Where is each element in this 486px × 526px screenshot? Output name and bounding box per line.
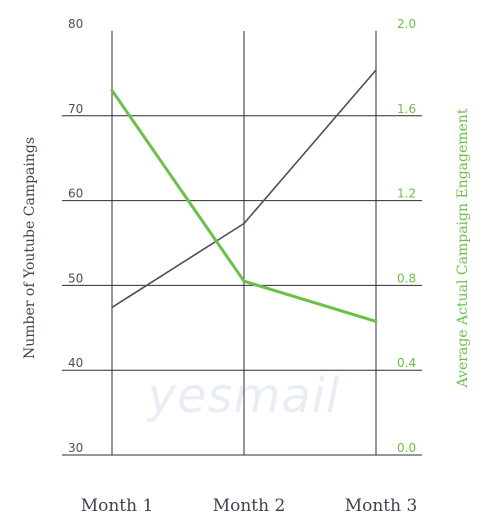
y-left-tick-label: 30 xyxy=(68,441,83,455)
x-category-label: Month 2 xyxy=(213,496,286,516)
y-axis-right-label: Average Actual Campaign Engagement xyxy=(455,108,471,388)
y-left-tick-label: 80 xyxy=(68,17,83,31)
y-left-tick-label: 70 xyxy=(68,102,83,116)
y-right-tick-label: 1.2 xyxy=(397,187,416,201)
y-left-tick-label: 40 xyxy=(68,356,83,370)
x-category-label: Month 3 xyxy=(345,496,418,516)
category-labels: Month 1 Month 2 Month 3 xyxy=(81,496,418,516)
y-right-tick-label: 1.6 xyxy=(397,102,416,116)
tick-labels: 80 70 60 50 40 30 2.0 1.6 1.2 0.8 0.4 0.0 xyxy=(68,17,416,455)
y-left-tick-label: 60 xyxy=(68,187,83,201)
series-line-2 xyxy=(110,88,378,323)
series-line-1 xyxy=(111,69,377,309)
series-lines xyxy=(110,69,378,323)
y-left-tick-label: 50 xyxy=(68,271,83,285)
x-category-label: Month 1 xyxy=(81,496,154,516)
y-right-tick-label: 0.8 xyxy=(397,271,416,285)
y-right-tick-label: 0.4 xyxy=(397,356,416,370)
watermark: yesmail xyxy=(146,368,341,424)
y-right-tick-label: 0.0 xyxy=(397,441,416,455)
grid-lines xyxy=(62,31,422,456)
y-right-tick-label: 2.0 xyxy=(397,17,416,31)
y-axis-left-label: Number of Youtube Campaings xyxy=(22,137,38,359)
